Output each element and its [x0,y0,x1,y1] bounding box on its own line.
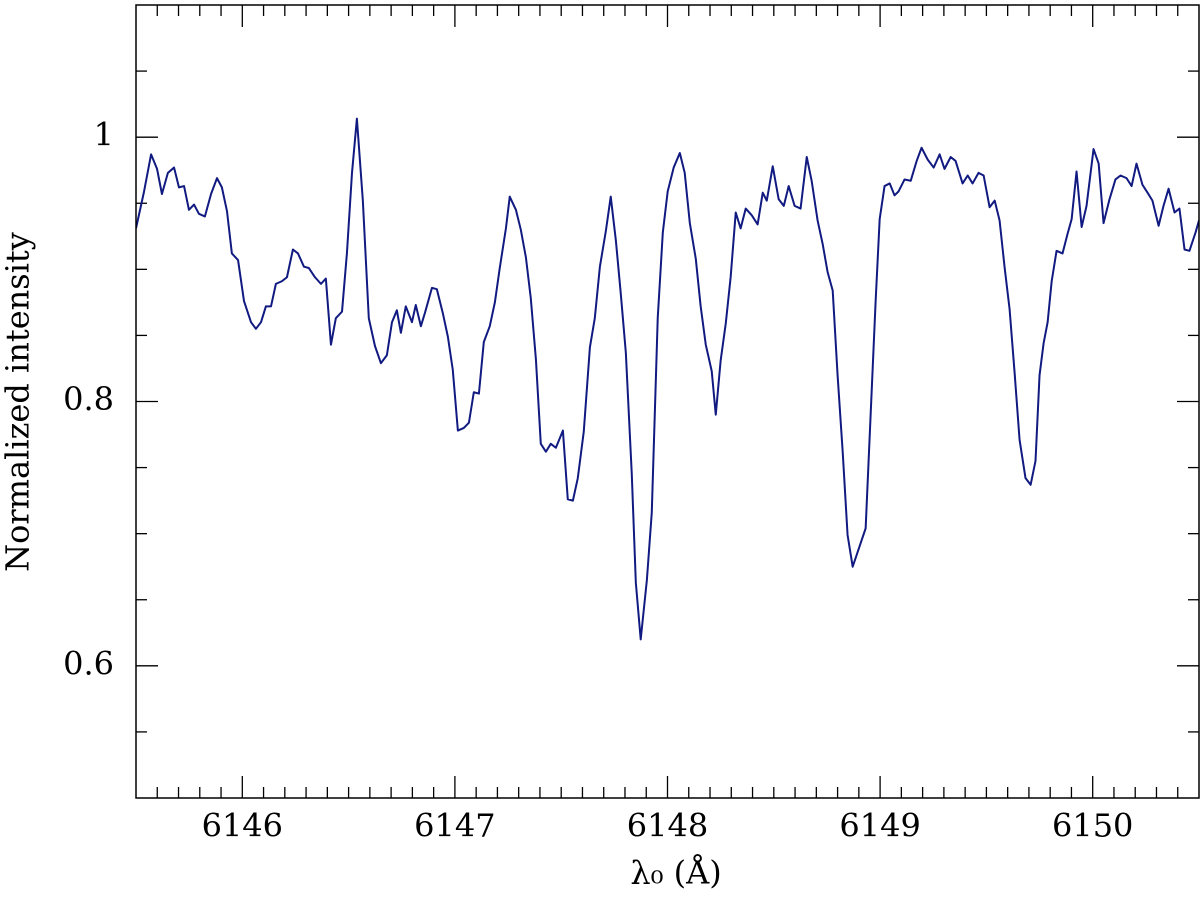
y-axis-label: Normalized intensity [0,232,37,572]
x-axis-label: λ₀ (Å) [630,854,721,892]
x-tick-label: 6146 [202,807,283,845]
y-tick-label: 0.8 [63,380,114,418]
x-tick-label: 6148 [627,807,708,845]
y-tick-label: 1 [94,116,114,154]
spectrum-line [136,117,1199,641]
x-tick-label: 6147 [414,807,495,845]
x-tick-label: 6150 [1052,807,1133,845]
x-tick-label: 6149 [839,807,920,845]
plot-frame [135,4,1200,799]
y-tick-label: 0.6 [63,644,114,682]
